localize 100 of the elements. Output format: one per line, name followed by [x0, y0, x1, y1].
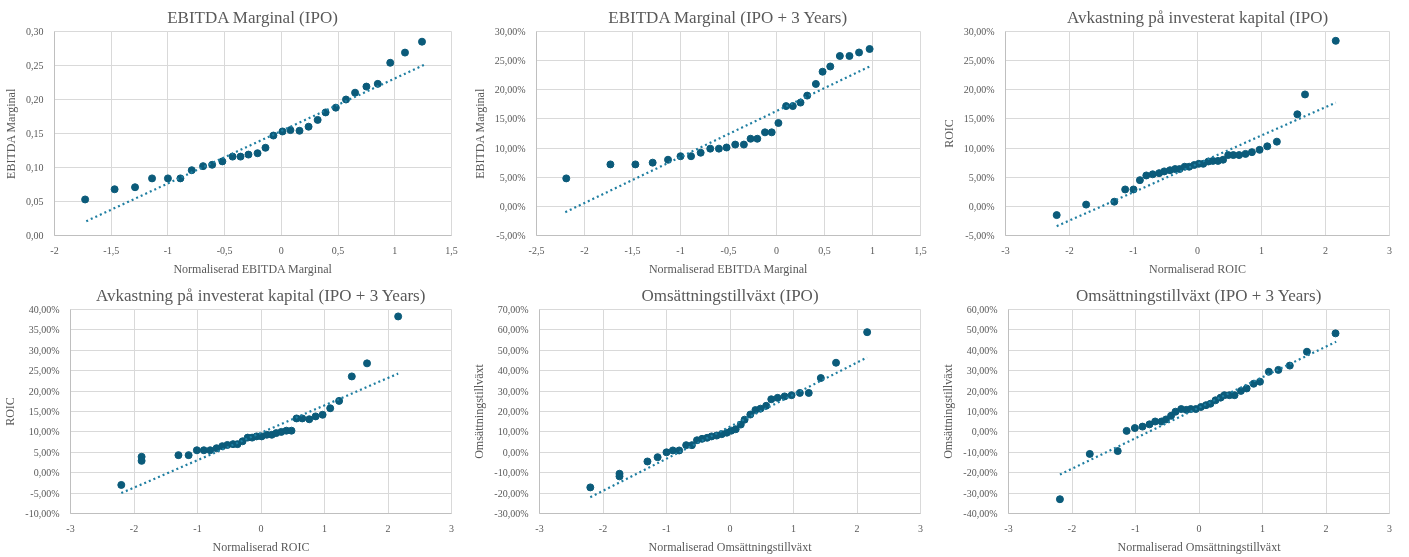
y-tick-label: 20,00% [28, 385, 60, 397]
x-tick-label: 0 [278, 244, 284, 256]
y-tick-label: -5,00% [30, 487, 60, 499]
y-tick-label: 60,00% [966, 304, 998, 315]
x-axis-title: Normaliserad Omsättningstillväxt [648, 539, 813, 554]
x-tick-label: 0 [258, 522, 264, 534]
x-tick-label: 0,5 [331, 244, 345, 256]
y-tick-label: 0,00% [33, 467, 60, 479]
x-tick-label: -3 [66, 522, 75, 534]
y-tick-label: 20,00% [966, 385, 998, 397]
x-tick-label: -3 [1001, 244, 1010, 256]
x-tick-label: 2 [1323, 244, 1328, 256]
x-tick-label: -1,5 [624, 244, 641, 256]
y-tick-label: 40,00% [966, 344, 998, 356]
x-tick-label: 1 [791, 522, 796, 534]
y-tick-label: 25,00% [963, 55, 995, 67]
y-tick-label: 30,00% [28, 344, 60, 356]
y-tick-label: 30,00% [494, 26, 526, 37]
x-axis-title: Normaliserad ROIC [1149, 261, 1246, 276]
x-axis-title: Normaliserad EBITDA Marginal [173, 261, 333, 276]
x-tick-label: 1 [870, 244, 875, 256]
y-tick-label: 0,10 [26, 162, 44, 173]
y-tick-label: 0,00% [971, 426, 998, 438]
y-tick-label: 10,00% [28, 426, 60, 438]
x-tick-label: 0 [1196, 522, 1202, 534]
chart-title: EBITDA Marginal (IPO + 3 Years) [608, 7, 848, 27]
y-tick-label: 20,00% [497, 406, 529, 417]
y-tick-label: -20,00% [494, 487, 529, 499]
y-tick-label: 35,00% [28, 324, 60, 336]
x-tick-label: 3 [1387, 522, 1392, 534]
x-axis-title: Normaliserad ROIC [212, 539, 310, 554]
x-tick-label: 1,5 [445, 244, 458, 256]
y-tick-label: -40,00% [963, 508, 998, 519]
x-tick-label: -2 [50, 244, 59, 256]
y-tick-label: 15,00% [963, 113, 995, 125]
y-tick-label: 0,00 [26, 230, 44, 241]
x-tick-label: 3 [918, 522, 923, 534]
y-tick-label: 30,00% [966, 365, 998, 377]
x-axis-title: Normaliserad Omsättningstillväxt [1117, 539, 1282, 554]
y-tick-label: -30,00% [494, 508, 529, 519]
y-tick-label: 25,00% [494, 55, 526, 67]
y-tick-label: 0,30 [26, 26, 44, 37]
x-tick-label: 2 [385, 522, 391, 534]
y-axis-title: ROIC [941, 119, 956, 148]
x-tick-label: 1 [392, 244, 398, 256]
x-tick-label: 1 [322, 522, 327, 534]
y-tick-label: 25,00% [28, 365, 60, 377]
x-tick-label: -2 [1067, 522, 1077, 534]
y-tick-label: 0,00% [502, 446, 529, 458]
y-tick-label: 0,15 [26, 128, 44, 139]
y-tick-label: 10,00% [494, 142, 526, 154]
x-tick-label: -0,5 [216, 244, 233, 256]
y-tick-label: 50,00% [497, 344, 529, 356]
y-tick-label: 15,00% [494, 113, 526, 125]
chart-title: Omsättningstillväxt (IPO) [641, 285, 819, 305]
x-tick-label: 1,5 [914, 244, 927, 256]
x-tick-label: 1 [1259, 244, 1264, 256]
chart-title: Avkastning på investerat kapital (IPO) [1066, 7, 1329, 27]
y-tick-label: -5,00% [496, 230, 526, 241]
y-tick-label: 0,20 [26, 94, 44, 105]
x-tick-label: -2,5 [528, 244, 545, 256]
y-tick-label: 0,00% [499, 200, 526, 212]
y-axis-title: Omsättningstillväxt [472, 363, 487, 459]
y-tick-label: 20,00% [963, 84, 995, 96]
y-tick-label: 0,05 [26, 196, 44, 207]
chart-title: Avkastning på investerat kapital (IPO + 3 Years) [96, 285, 426, 305]
y-tick-label: 15,00% [28, 406, 60, 417]
y-tick-label: -10,00% [25, 508, 60, 519]
y-tick-label: 5,00% [968, 171, 995, 183]
x-tick-label: -1 [163, 244, 173, 256]
y-tick-label: 30,00% [963, 26, 995, 37]
y-tick-label: -10,00% [963, 446, 998, 458]
x-tick-label: -2 [129, 522, 139, 534]
x-tick-label: -3 [535, 522, 544, 534]
x-tick-label: -2 [580, 244, 589, 256]
y-tick-label: 0,00% [968, 200, 995, 212]
x-tick-label: 3 [1387, 244, 1392, 256]
chart-title: Omsättningstillväxt (IPO + 3 Years) [1076, 285, 1322, 305]
y-tick-label: -30,00% [963, 487, 998, 499]
x-tick-label: 3 [449, 522, 454, 534]
x-axis-title: Normaliserad EBITDA Marginal [648, 261, 809, 276]
x-tick-label: 2 [1323, 522, 1329, 534]
y-tick-label: 5,00% [33, 446, 60, 458]
x-tick-label: 2 [854, 522, 860, 534]
x-tick-label: -3 [1004, 522, 1013, 534]
chart-title: EBITDA Marginal (IPO) [167, 7, 338, 27]
x-tick-label: -1 [1131, 522, 1140, 534]
y-tick-label: 5,00% [499, 171, 526, 183]
y-tick-label: 10,00% [966, 406, 998, 417]
x-tick-label: 0,5 [818, 244, 831, 256]
y-tick-label: -10,00% [494, 467, 529, 479]
y-axis-title: EBITDA Marginal [472, 88, 487, 179]
x-tick-label: -1 [193, 522, 202, 534]
y-tick-label: 40,00% [28, 304, 60, 315]
y-tick-label: 30,00% [497, 385, 529, 397]
x-tick-label: -0,5 [720, 244, 737, 256]
x-tick-label: 0 [774, 244, 779, 256]
y-tick-label: 40,00% [497, 365, 529, 377]
y-axis-title: Omsättningstillväxt [941, 363, 956, 459]
x-tick-label: -2 [1065, 244, 1074, 256]
